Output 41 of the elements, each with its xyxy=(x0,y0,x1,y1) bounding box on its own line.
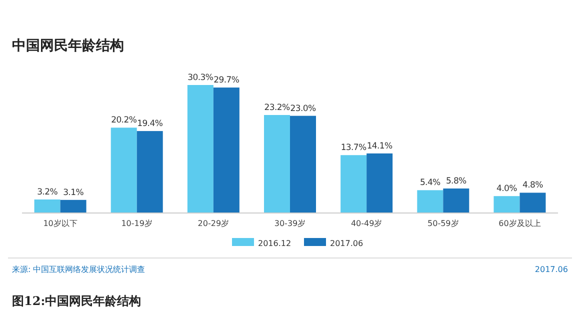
x-tick-label: 40-49岁 xyxy=(350,219,382,228)
bar xyxy=(290,116,316,213)
x-tick-label: 10岁以下 xyxy=(43,219,78,228)
data-label: 13.7% xyxy=(340,143,367,154)
data-label: 4.8% xyxy=(522,180,544,191)
data-label: 20.2% xyxy=(111,116,137,126)
x-tick-label: 50-59岁 xyxy=(428,219,459,228)
bar xyxy=(187,85,214,213)
bar xyxy=(60,200,86,213)
bar xyxy=(136,131,163,213)
x-tick-label: 30-39岁 xyxy=(274,219,306,228)
bar xyxy=(110,128,137,213)
bar xyxy=(494,196,520,213)
bar xyxy=(520,192,546,213)
data-label: 5.8% xyxy=(446,176,467,186)
bar xyxy=(366,153,393,213)
data-label: 23.0% xyxy=(290,104,316,114)
data-label: 14.1% xyxy=(366,141,393,152)
x-tick-label: 60岁及以上 xyxy=(498,219,541,228)
data-label: 3.2% xyxy=(37,187,58,198)
data-label: 3.1% xyxy=(63,188,84,198)
bar xyxy=(443,188,470,213)
data-label: 19.4% xyxy=(137,119,163,130)
data-label: 4.0% xyxy=(496,184,518,194)
legend-label: 2016.12 xyxy=(258,239,292,248)
bar xyxy=(264,114,290,213)
bar xyxy=(417,190,444,213)
data-label: 5.4% xyxy=(420,178,441,188)
data-label: 30.3% xyxy=(188,73,214,83)
legend-label: 2017.06 xyxy=(330,239,364,248)
bar xyxy=(34,199,60,213)
text: 2017.06 xyxy=(534,265,568,274)
bar xyxy=(213,88,240,213)
data-label: 23.2% xyxy=(264,102,290,113)
data-label: 29.7% xyxy=(214,76,240,86)
x-tick-label: 10-19岁 xyxy=(121,219,152,228)
chart-title: 中国网民年龄结构 xyxy=(12,38,124,54)
caption: 图12:中国网民年龄结构 xyxy=(12,294,142,308)
source-note: 来源: 中国互联网络发展状况统计调查 xyxy=(12,265,146,274)
bar xyxy=(340,155,367,213)
x-tick-label: 20-29岁 xyxy=(198,219,230,228)
